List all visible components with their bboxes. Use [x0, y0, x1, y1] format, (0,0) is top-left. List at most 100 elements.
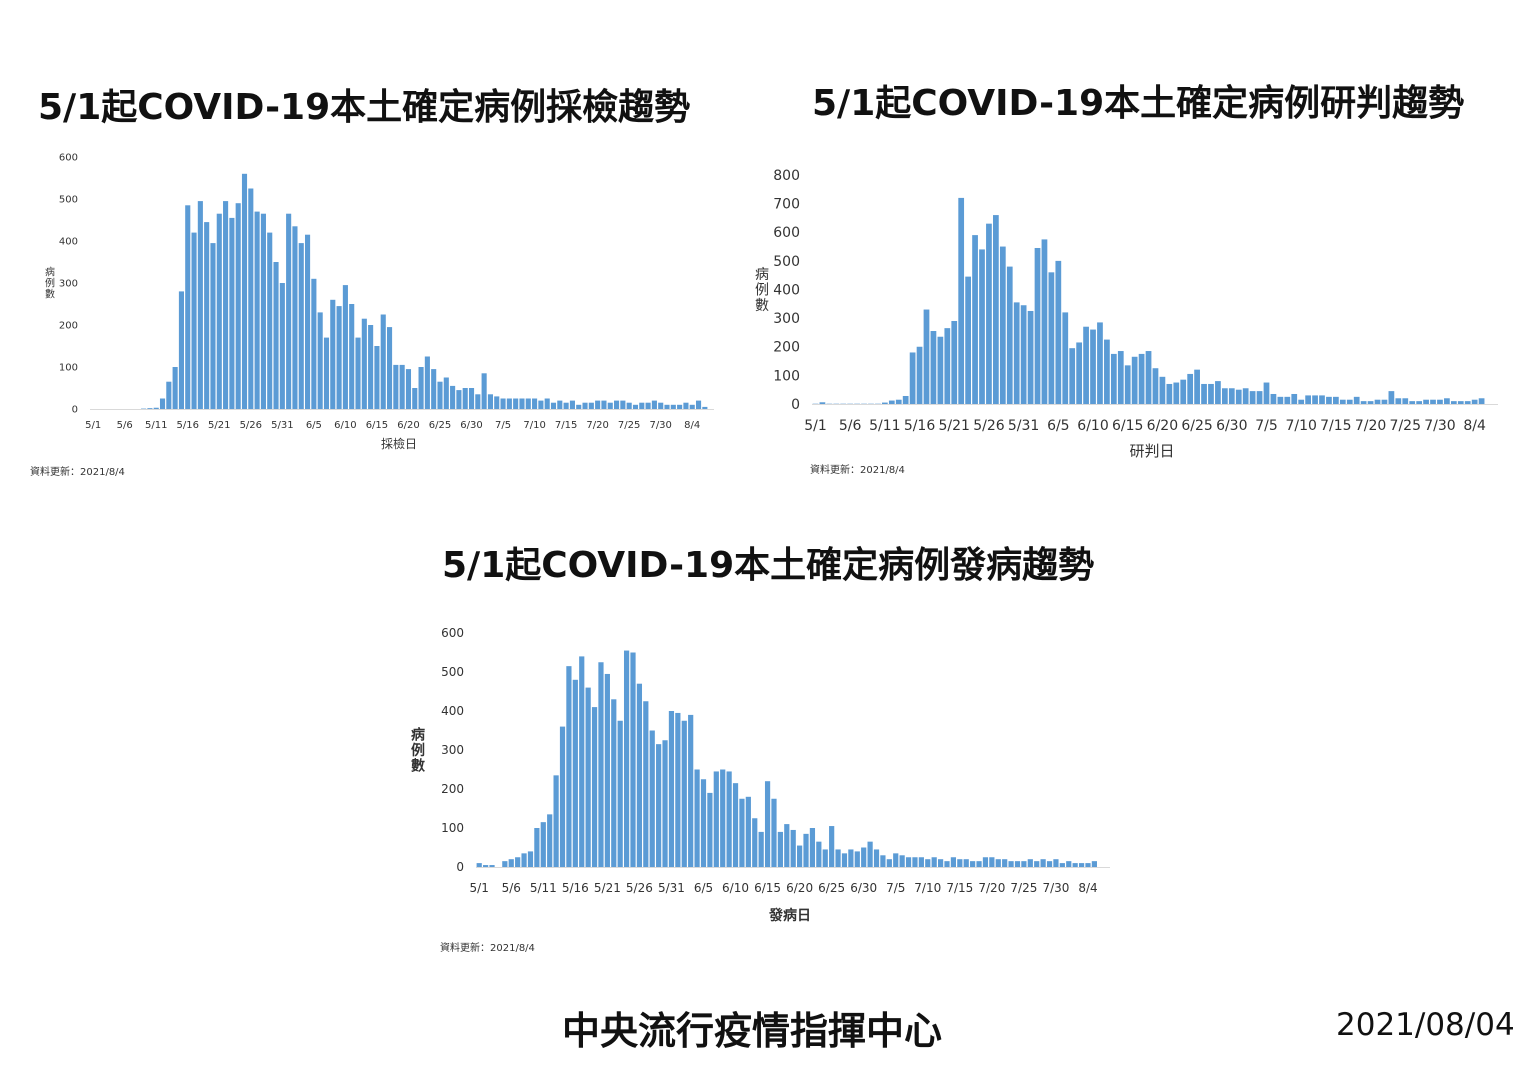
bar — [873, 849, 880, 867]
data-update-note-determination: 資料更新：2021/8/4 — [810, 465, 905, 476]
bar — [172, 367, 178, 409]
bar — [643, 701, 649, 867]
bar — [286, 213, 292, 409]
x-tick-label: 7/25 — [618, 420, 640, 431]
bar — [902, 395, 909, 404]
bar — [965, 276, 971, 404]
x-tick-label: 6/10 — [722, 881, 749, 895]
bar — [374, 346, 380, 409]
bar — [695, 400, 702, 409]
bar — [848, 849, 854, 867]
y-tick-label: 100 — [59, 363, 78, 374]
bar — [525, 398, 531, 409]
y-axis-label: 病例數 — [411, 727, 425, 775]
sampling-date-bar-chart: 0 100 200 300 400 500 600 5/1 5/6 5/11 5/16 5/21 5/2… — [45, 153, 714, 451]
bar — [355, 337, 361, 409]
x-tick-label: 6/15 — [754, 881, 781, 895]
bar — [1008, 861, 1014, 867]
bar — [210, 243, 216, 409]
bar — [664, 404, 670, 409]
bar — [732, 783, 739, 867]
bar — [1053, 859, 1059, 867]
bar — [829, 826, 835, 867]
bar — [235, 203, 241, 409]
bar — [431, 369, 437, 409]
bar — [916, 346, 923, 404]
x-tick-label: 5/1 — [470, 881, 489, 895]
bar — [1221, 388, 1228, 404]
x-tick-label: 8/4 — [1078, 881, 1097, 895]
chart-title-sampling: 5/1起COVID-19本土確定病例採檢趨勢 — [38, 87, 691, 128]
x-tick-label: 6/30 — [460, 420, 482, 431]
x-tick-label: 7/25 — [1010, 881, 1037, 895]
x-tick-label: 7/5 — [495, 420, 511, 431]
bar — [553, 775, 559, 867]
bar — [248, 188, 254, 409]
bar — [254, 211, 260, 409]
bar — [881, 402, 888, 404]
bar — [437, 381, 443, 409]
x-tick-label: 7/15 — [946, 881, 973, 895]
bar — [790, 829, 796, 867]
bar — [544, 398, 550, 409]
bar — [888, 400, 895, 404]
bar — [958, 197, 965, 404]
bar — [1076, 342, 1083, 404]
bar — [582, 402, 588, 409]
bar — [726, 771, 732, 867]
bar — [1069, 348, 1076, 404]
x-tick-label: 6/25 — [1181, 418, 1212, 434]
bar — [979, 249, 985, 404]
bar — [534, 828, 540, 867]
bar — [1138, 353, 1145, 404]
bar — [540, 822, 546, 867]
bar — [342, 285, 348, 409]
bar — [361, 318, 367, 409]
bar — [893, 853, 899, 867]
bar — [702, 406, 708, 409]
bar — [861, 847, 867, 867]
bar — [1090, 329, 1096, 404]
y-tick-label: 0 — [72, 405, 78, 416]
bar — [521, 853, 527, 867]
x-tick-label: 5/11 — [530, 881, 557, 895]
y-tick-label: 600 — [441, 626, 464, 640]
bar — [273, 262, 279, 409]
y-tick-label: 500 — [773, 254, 800, 270]
y-tick-label: 600 — [59, 153, 78, 164]
x-tick-label: 7/5 — [1255, 418, 1278, 434]
bar — [607, 402, 613, 409]
x-tick-label: 5/6 — [117, 420, 133, 431]
bar — [513, 398, 519, 409]
bar — [601, 400, 607, 409]
bar — [1062, 312, 1069, 404]
x-tick-label: 7/30 — [649, 420, 671, 431]
y-tick-label: 0 — [456, 860, 464, 874]
bar — [191, 232, 197, 409]
data-update-note-sampling: 資料更新：2021/8/4 — [30, 467, 125, 478]
x-tick-label: 6/20 — [786, 881, 813, 895]
bar — [604, 673, 610, 867]
bar — [1430, 399, 1436, 404]
y-tick-label: 500 — [441, 665, 464, 679]
bar — [412, 388, 418, 409]
x-tick-label: 5/16 — [177, 420, 199, 431]
bar — [500, 398, 506, 409]
bar — [925, 859, 931, 867]
x-tick-label: 5/16 — [904, 418, 936, 434]
bar — [639, 402, 645, 409]
bar — [557, 400, 563, 409]
x-tick-label: 7/20 — [1355, 418, 1386, 434]
y-axis-label: 病例數 — [45, 266, 55, 301]
bar — [405, 369, 412, 409]
x-tick-label: 6/5 — [1047, 418, 1070, 434]
bar — [1353, 396, 1360, 404]
footer-date: 2021/08/04 — [1336, 1007, 1515, 1043]
bar — [752, 818, 758, 867]
bar — [976, 861, 982, 867]
bar — [166, 381, 172, 409]
bar — [197, 201, 203, 409]
bar — [689, 404, 695, 409]
bar — [1249, 391, 1256, 404]
bar — [1367, 401, 1374, 404]
